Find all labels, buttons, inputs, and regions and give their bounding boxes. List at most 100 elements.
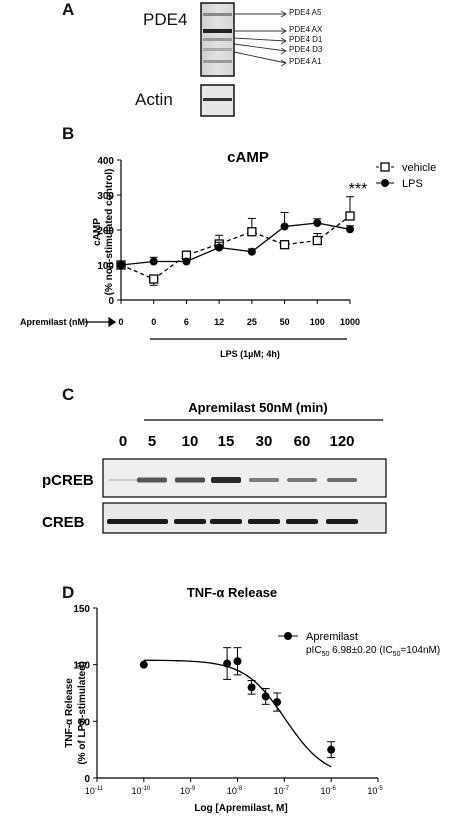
creb-band: [326, 519, 358, 524]
time-label: 10: [182, 433, 199, 450]
panel-letter-d: D: [62, 583, 75, 602]
data-point-vehicle: [149, 274, 159, 284]
legend: Apremilast pIC50 6.98±0.20 (IC50=104nM): [278, 631, 440, 658]
x-tick-label: 50: [280, 317, 290, 327]
time-label: 5: [148, 433, 156, 450]
legend-marker-lps: [381, 179, 389, 187]
legend-marker: [284, 632, 292, 640]
panel-letter-a: A: [62, 0, 75, 19]
y-tick-label: 300: [97, 191, 114, 202]
time-label: 0: [119, 433, 127, 450]
data-point-lps: [117, 261, 125, 269]
x-tick-label: 12: [214, 317, 224, 327]
x-axis-prefix: Apremilast (nM): [20, 317, 88, 327]
x-tick-label: 10-7: [274, 786, 290, 796]
creb-band: [286, 519, 318, 524]
isoform-label-d3: PDE4 D3: [289, 45, 323, 54]
data-point: [327, 745, 336, 754]
camp-chart: cAMP cAMP (% non-stimulated control) 0 10…: [20, 149, 436, 359]
chart-title: TNF-α Release: [187, 585, 277, 600]
time-label: 120: [329, 433, 354, 450]
data-point-vehicle: [312, 235, 322, 246]
data-point-vehicle: [247, 227, 257, 237]
data-point-lps: [182, 257, 191, 266]
panel-letter-c: C: [62, 385, 75, 404]
legend-name: Apremilast: [306, 631, 358, 643]
x-tick-label: 1000: [340, 317, 360, 327]
isoform-label-a1: PDE4 A1: [289, 57, 322, 66]
series-line-lps: [120, 222, 351, 266]
time-label: 60: [294, 433, 311, 450]
x-tick-label: 10-5: [367, 786, 383, 796]
creb-band: [174, 519, 206, 524]
pde4-label: PDE4: [143, 10, 188, 29]
pcreb-band: [137, 477, 167, 483]
legend-marker-vehicle: [380, 162, 390, 172]
x-tick-label: 25: [247, 317, 257, 327]
x-tick-label: 6: [184, 317, 189, 327]
x-tick-label: 10-6: [320, 786, 336, 796]
data-point: [247, 683, 256, 692]
isoform-label-ax: PDE4 AX: [289, 25, 323, 34]
band-d1: [203, 38, 232, 41]
data-point-lps: [149, 257, 158, 266]
time-header: Apremilast 50nM (min): [188, 400, 327, 415]
y-tick-label: 100: [73, 661, 90, 672]
y-tick-label: 0: [108, 296, 114, 307]
x-tick-label: 10-10: [131, 786, 150, 796]
western-blot-pde4: [200, 2, 287, 117]
fit-curve: [143, 659, 332, 768]
band-a1: [203, 60, 232, 63]
data-point: [261, 692, 270, 701]
pcreb-band: [249, 478, 279, 482]
time-label: 15: [218, 433, 235, 450]
chart-title: cAMP: [227, 149, 269, 166]
creb-blot-frame: [102, 502, 387, 534]
time-label: 30: [256, 433, 273, 450]
pcreb-band: [211, 477, 241, 483]
x-prefix-arrow: [85, 316, 117, 328]
data-point-vehicle: [345, 211, 355, 221]
x-tick-label: 10-8: [227, 786, 243, 796]
creb-band: [248, 519, 280, 524]
data-point-lps: [215, 243, 224, 252]
y-axis-label: TNF-α Release: [64, 678, 75, 748]
data-point: [139, 660, 148, 669]
y-tick-label: 200: [97, 226, 114, 237]
tnf-alpha-chart: TNF-α Release TNF-α Release (% of LPS-st…: [64, 585, 440, 814]
x-axis-label: Log [Apremilast, M]: [194, 803, 287, 814]
data-point-lps: [280, 222, 289, 231]
y-tick-label: 400: [97, 156, 114, 167]
data-point-lps: [346, 225, 354, 234]
data-point-lps: [247, 247, 256, 256]
legend-label-lps: LPS: [402, 178, 423, 190]
significance-marker: ***: [349, 181, 368, 198]
creb-band: [210, 519, 242, 524]
pcreb-band: [287, 478, 317, 482]
band-d3: [203, 48, 232, 51]
y-tick-label: 150: [73, 604, 90, 615]
x-tick-label: 0: [118, 317, 123, 327]
pcreb-band: [327, 478, 357, 482]
band-actin: [203, 98, 232, 101]
creb-band: [136, 519, 168, 524]
x-tick-label: 10-9: [180, 786, 196, 796]
pcreb-band: [108, 479, 138, 481]
y-tick-label: 50: [79, 717, 91, 728]
band-a5: [203, 13, 232, 16]
actin-label: Actin: [135, 90, 173, 109]
legend-label-vehicle: vehicle: [402, 162, 436, 174]
row-label-creb: CREB: [42, 514, 85, 531]
legend: vehicle LPS: [376, 162, 436, 190]
data-point: [223, 659, 232, 668]
row-label-pcreb: pCREB: [42, 472, 94, 489]
y-axis-label: cAMP: [92, 218, 103, 246]
y-axis-label-sub: (% non-stimulated control): [104, 169, 115, 296]
legend-stat: pIC50 6.98±0.20 (IC50=104nM): [306, 645, 440, 658]
data-point: [233, 657, 242, 666]
y-axis-label-sub: (% of LPS-stimulated): [77, 661, 88, 764]
x-tick-label: 0: [151, 317, 156, 327]
data-point-vehicle: [279, 240, 290, 250]
creb-band: [107, 519, 139, 524]
x-tick-label: 10-11: [85, 786, 104, 796]
